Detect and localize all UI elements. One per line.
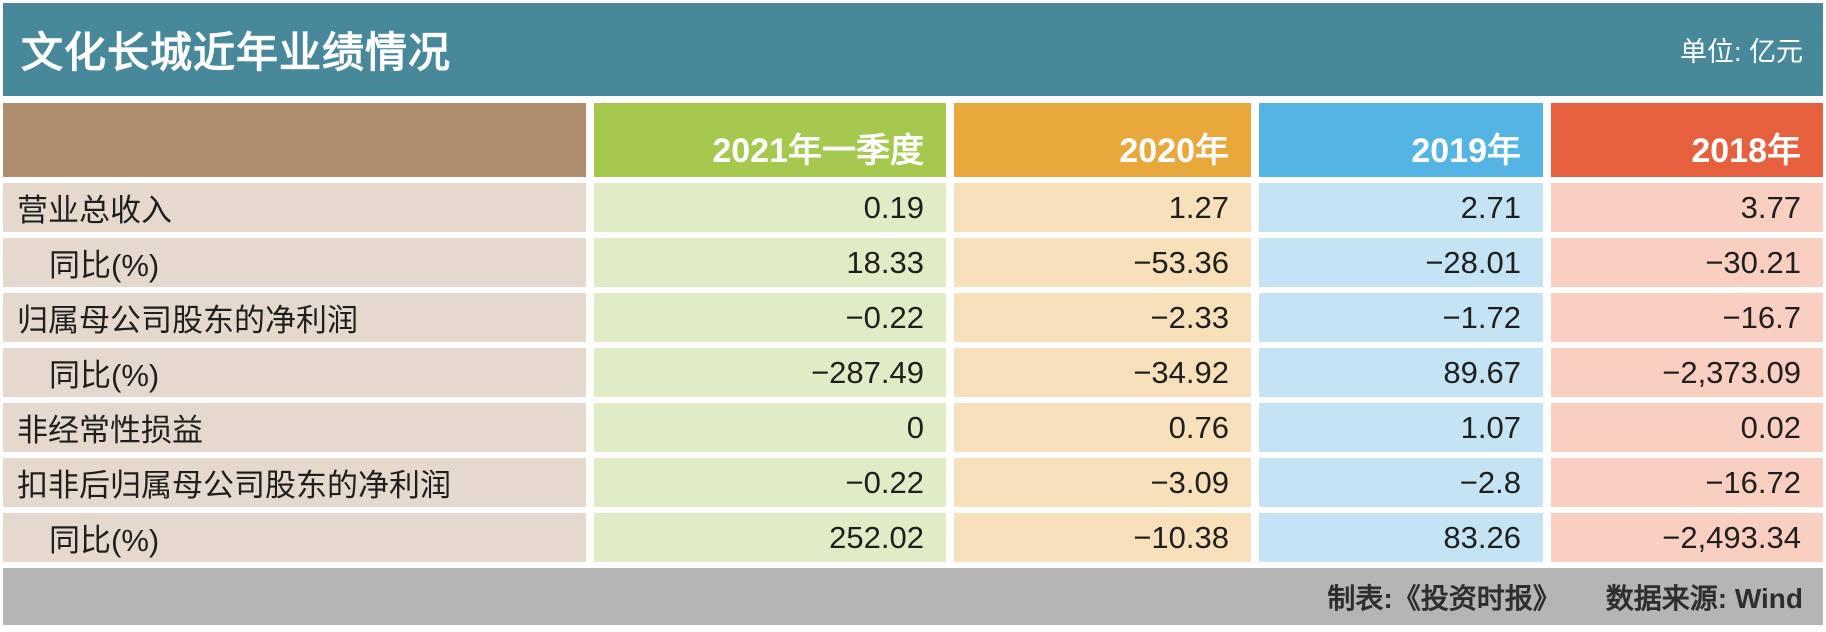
title-bar: 文化长城近年业绩情况 单位: 亿元 [3,3,1823,96]
table-row: 同比(%) 18.33 −53.36 −28.01 −30.21 [3,238,1823,287]
row-label: 同比(%) [3,238,586,287]
footer-bar: 制表:《投资时报》 数据来源: Wind [3,568,1823,625]
row-label: 同比(%) [3,348,586,397]
value-cell: −30.21 [1551,238,1823,287]
value-cell: 0.76 [954,403,1251,452]
table-row: 同比(%) −287.49 −34.92 89.67 −2,373.09 [3,348,1823,397]
value-cell: 0.02 [1551,403,1823,452]
performance-table: 2021年一季度 2020年 2019年 2018年营业总收入 0.19 1.27 2.71… [3,103,1823,562]
value-cell: −0.22 [594,458,946,507]
value-cell: 89.67 [1259,348,1543,397]
row-label: 非经常性损益 [3,403,586,452]
table-row: 扣非后归属母公司股东的净利润 −0.22 −3.09 −2.8 −16.72 [3,458,1823,507]
value-cell: −16.7 [1551,293,1823,342]
value-cell: 1.07 [1259,403,1543,452]
value-cell: −10.38 [954,513,1251,562]
row-label: 营业总收入 [3,183,586,232]
table-header-row: 2021年一季度 2020年 2019年 2018年 [3,103,1823,177]
value-cell: −53.36 [954,238,1251,287]
year-column-header: 2020年 [954,103,1251,177]
row-label-header-cell [3,103,586,177]
year-column-header: 2021年一季度 [594,103,946,177]
value-cell: 1.27 [954,183,1251,232]
unit-label: 单位: 亿元 [1679,37,1803,67]
table-row: 同比(%) 252.02 −10.38 83.26 −2,493.34 [3,513,1823,562]
value-cell: −2,493.34 [1551,513,1823,562]
value-cell: −28.01 [1259,238,1543,287]
value-cell: −1.72 [1259,293,1543,342]
table-row: 营业总收入 0.19 1.27 2.71 3.77 [3,183,1823,232]
value-cell: 18.33 [594,238,946,287]
page-title: 文化长城近年业绩情况 [21,29,452,76]
row-label: 扣非后归属母公司股东的净利润 [3,458,586,507]
value-cell: 3.77 [1551,183,1823,232]
value-cell: −287.49 [594,348,946,397]
table-row: 归属母公司股东的净利润 −0.22 −2.33 −1.72 −16.7 [3,293,1823,342]
row-label: 同比(%) [3,513,586,562]
value-cell: −2.8 [1259,458,1543,507]
value-cell: 0.19 [594,183,946,232]
value-cell: −2.33 [954,293,1251,342]
value-cell: −3.09 [954,458,1251,507]
value-cell: 2.71 [1259,183,1543,232]
value-cell: −34.92 [954,348,1251,397]
value-cell: 0 [594,403,946,452]
row-label: 归属母公司股东的净利润 [3,293,586,342]
value-cell: −16.72 [1551,458,1823,507]
year-column-header: 2018年 [1551,103,1823,177]
data-source-label: 数据来源: Wind [1605,582,1803,614]
table-creator-label: 制表:《投资时报》 [1327,582,1561,614]
value-cell: −0.22 [594,293,946,342]
value-cell: 83.26 [1259,513,1543,562]
value-cell: −2,373.09 [1551,348,1823,397]
table-row: 非经常性损益 0 0.76 1.07 0.02 [3,403,1823,452]
year-column-header: 2019年 [1259,103,1543,177]
value-cell: 252.02 [594,513,946,562]
